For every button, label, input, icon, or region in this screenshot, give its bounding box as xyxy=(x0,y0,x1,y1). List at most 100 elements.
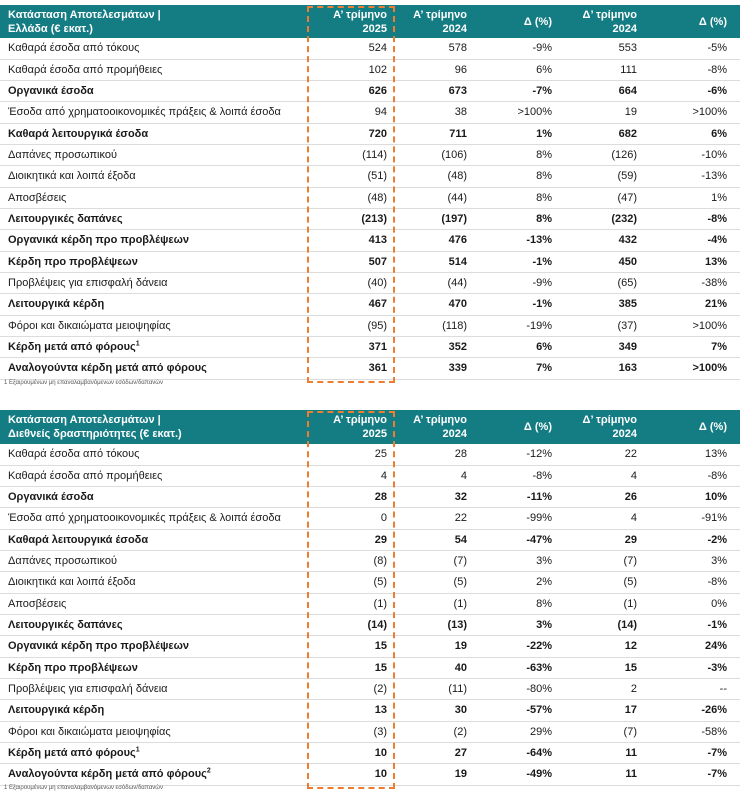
cell: 28 xyxy=(454,448,467,461)
row-label: Λειτουργικές δαπάνες xyxy=(8,615,123,636)
cell: 4 xyxy=(630,469,637,482)
cell: (1) xyxy=(373,597,387,610)
row-label: Οργανικά κέρδη προ προβλέψεων xyxy=(8,230,189,251)
cell: 26 xyxy=(624,490,637,503)
row-label: Καθαρά λειτουργικά έσοδα xyxy=(8,530,148,551)
row-label: Οργανικά έσοδα xyxy=(8,487,94,508)
label-text: Οργανικά έσοδα xyxy=(8,490,94,503)
table-row xyxy=(0,594,740,615)
cell: (197) xyxy=(441,212,467,225)
table-row xyxy=(0,209,740,231)
cell: (44) xyxy=(447,276,467,289)
cell: 25 xyxy=(374,448,387,461)
cell: 22 xyxy=(454,512,467,525)
cell: -11% xyxy=(526,490,552,503)
cell: 8% xyxy=(536,212,552,225)
column-header: Δ (%) xyxy=(698,15,727,28)
cell: 38 xyxy=(454,106,467,119)
cell: (8) xyxy=(373,554,387,567)
row-label: Αποσβέσεις xyxy=(8,594,66,615)
cell: 3% xyxy=(536,554,552,567)
row-label: Καθαρά έσοδα από τόκους xyxy=(8,444,139,465)
cell: 10 xyxy=(374,768,387,781)
table-row xyxy=(0,700,740,722)
cell: -7% xyxy=(532,84,552,97)
cell: -80% xyxy=(526,682,552,695)
label-text: Προβλέψεις για επισφαλή δάνεια xyxy=(8,276,168,289)
label-text: Κέρδη προ προβλέψεων xyxy=(8,661,138,674)
table-row xyxy=(0,102,740,124)
column-header: Α’ τρίμηνο xyxy=(413,414,467,427)
cell: 352 xyxy=(448,340,467,353)
cell: -99% xyxy=(526,512,552,525)
label-text: Κέρδη μετά από φόρους xyxy=(8,746,136,759)
row-label: Διοικητικά και λοιπά έξοδα xyxy=(8,572,136,593)
cell: -4% xyxy=(707,234,727,247)
label-text: Διοικητικά και λοιπά έξοδα xyxy=(8,576,136,589)
cell: 29 xyxy=(374,533,387,546)
label-text: Κέρδη μετά από φόρους xyxy=(8,340,136,353)
table-row xyxy=(0,679,740,701)
footnote: 1 Εξαιρουμένων μη επαναλαμβανόμενων εσόδ… xyxy=(4,380,163,386)
cell: 673 xyxy=(448,84,467,97)
cell: -64% xyxy=(526,746,552,759)
cell: (2) xyxy=(453,725,467,738)
cell: 2 xyxy=(630,682,637,695)
cell: -58% xyxy=(701,725,727,738)
cell: -1% xyxy=(532,298,552,311)
cell: 11 xyxy=(625,768,637,781)
cell: 29% xyxy=(529,725,552,738)
cell: -10% xyxy=(701,148,727,161)
row-label: Κέρδη μετά από φόρους1 xyxy=(8,337,140,358)
cell: -8% xyxy=(532,469,552,482)
cell: 24% xyxy=(704,640,727,653)
table-row xyxy=(0,81,740,103)
cell: 682 xyxy=(618,127,637,140)
cell: 7% xyxy=(711,340,727,353)
cell: 32 xyxy=(454,490,467,503)
cell: (126) xyxy=(611,148,637,161)
label-text: Δαπάνες προσωπικού xyxy=(8,148,117,161)
cell: -12% xyxy=(526,448,552,461)
column-header: Δ (%) xyxy=(698,421,727,434)
cell: -8% xyxy=(707,469,727,482)
cell: 553 xyxy=(618,42,637,55)
row-label: Οργανικά κέρδη προ προβλέψεων xyxy=(8,636,189,657)
cell: 578 xyxy=(448,42,467,55)
cell: 10% xyxy=(704,490,727,503)
cell: 96 xyxy=(454,63,467,76)
cell: 30 xyxy=(454,704,467,717)
table-row xyxy=(0,294,740,316)
label-text: Λειτουργικά κέρδη xyxy=(8,298,105,311)
cell: 6% xyxy=(536,340,552,353)
table-header xyxy=(0,5,740,39)
table-row xyxy=(0,316,740,337)
cell: -8% xyxy=(707,63,727,76)
table-row xyxy=(0,273,740,295)
cell: 371 xyxy=(368,340,387,353)
cell: (7) xyxy=(623,725,637,738)
cell: (2) xyxy=(373,682,387,695)
table-row xyxy=(0,60,740,81)
cell: (118) xyxy=(442,319,467,332)
cell: (11) xyxy=(448,682,467,695)
cell: 3% xyxy=(536,618,552,631)
cell: 111 xyxy=(620,63,637,76)
cell: (3) xyxy=(373,725,387,738)
cell: 0% xyxy=(711,597,727,610)
column-header: 2024 xyxy=(442,22,467,35)
row-label: Καθαρά λειτουργικά έσοδα xyxy=(8,124,148,145)
footnote-ref: 1 xyxy=(135,340,140,348)
row-label: Καθαρά έσοδα από προμήθειες xyxy=(8,466,162,487)
label-text: Καθαρά έσοδα από προμήθειες xyxy=(8,469,163,482)
cell: -26% xyxy=(701,704,727,717)
label-text: Καθαρά λειτουργικά έσοδα xyxy=(8,533,149,546)
label-text: Φόροι και δικαιώματα μειοψηφίας xyxy=(8,725,171,738)
column-header: 2025 xyxy=(362,22,387,35)
cell: 720 xyxy=(368,127,387,140)
cell: 10 xyxy=(374,746,387,759)
row-label: Έσοδα από χρηματοοικονομικές πράξεις & λ… xyxy=(8,508,281,529)
row-label: Έσοδα από χρηματοοικονομικές πράξεις & λ… xyxy=(8,102,281,123)
label-text: Δαπάνες προσωπικού xyxy=(8,554,117,567)
table-row xyxy=(0,487,740,509)
